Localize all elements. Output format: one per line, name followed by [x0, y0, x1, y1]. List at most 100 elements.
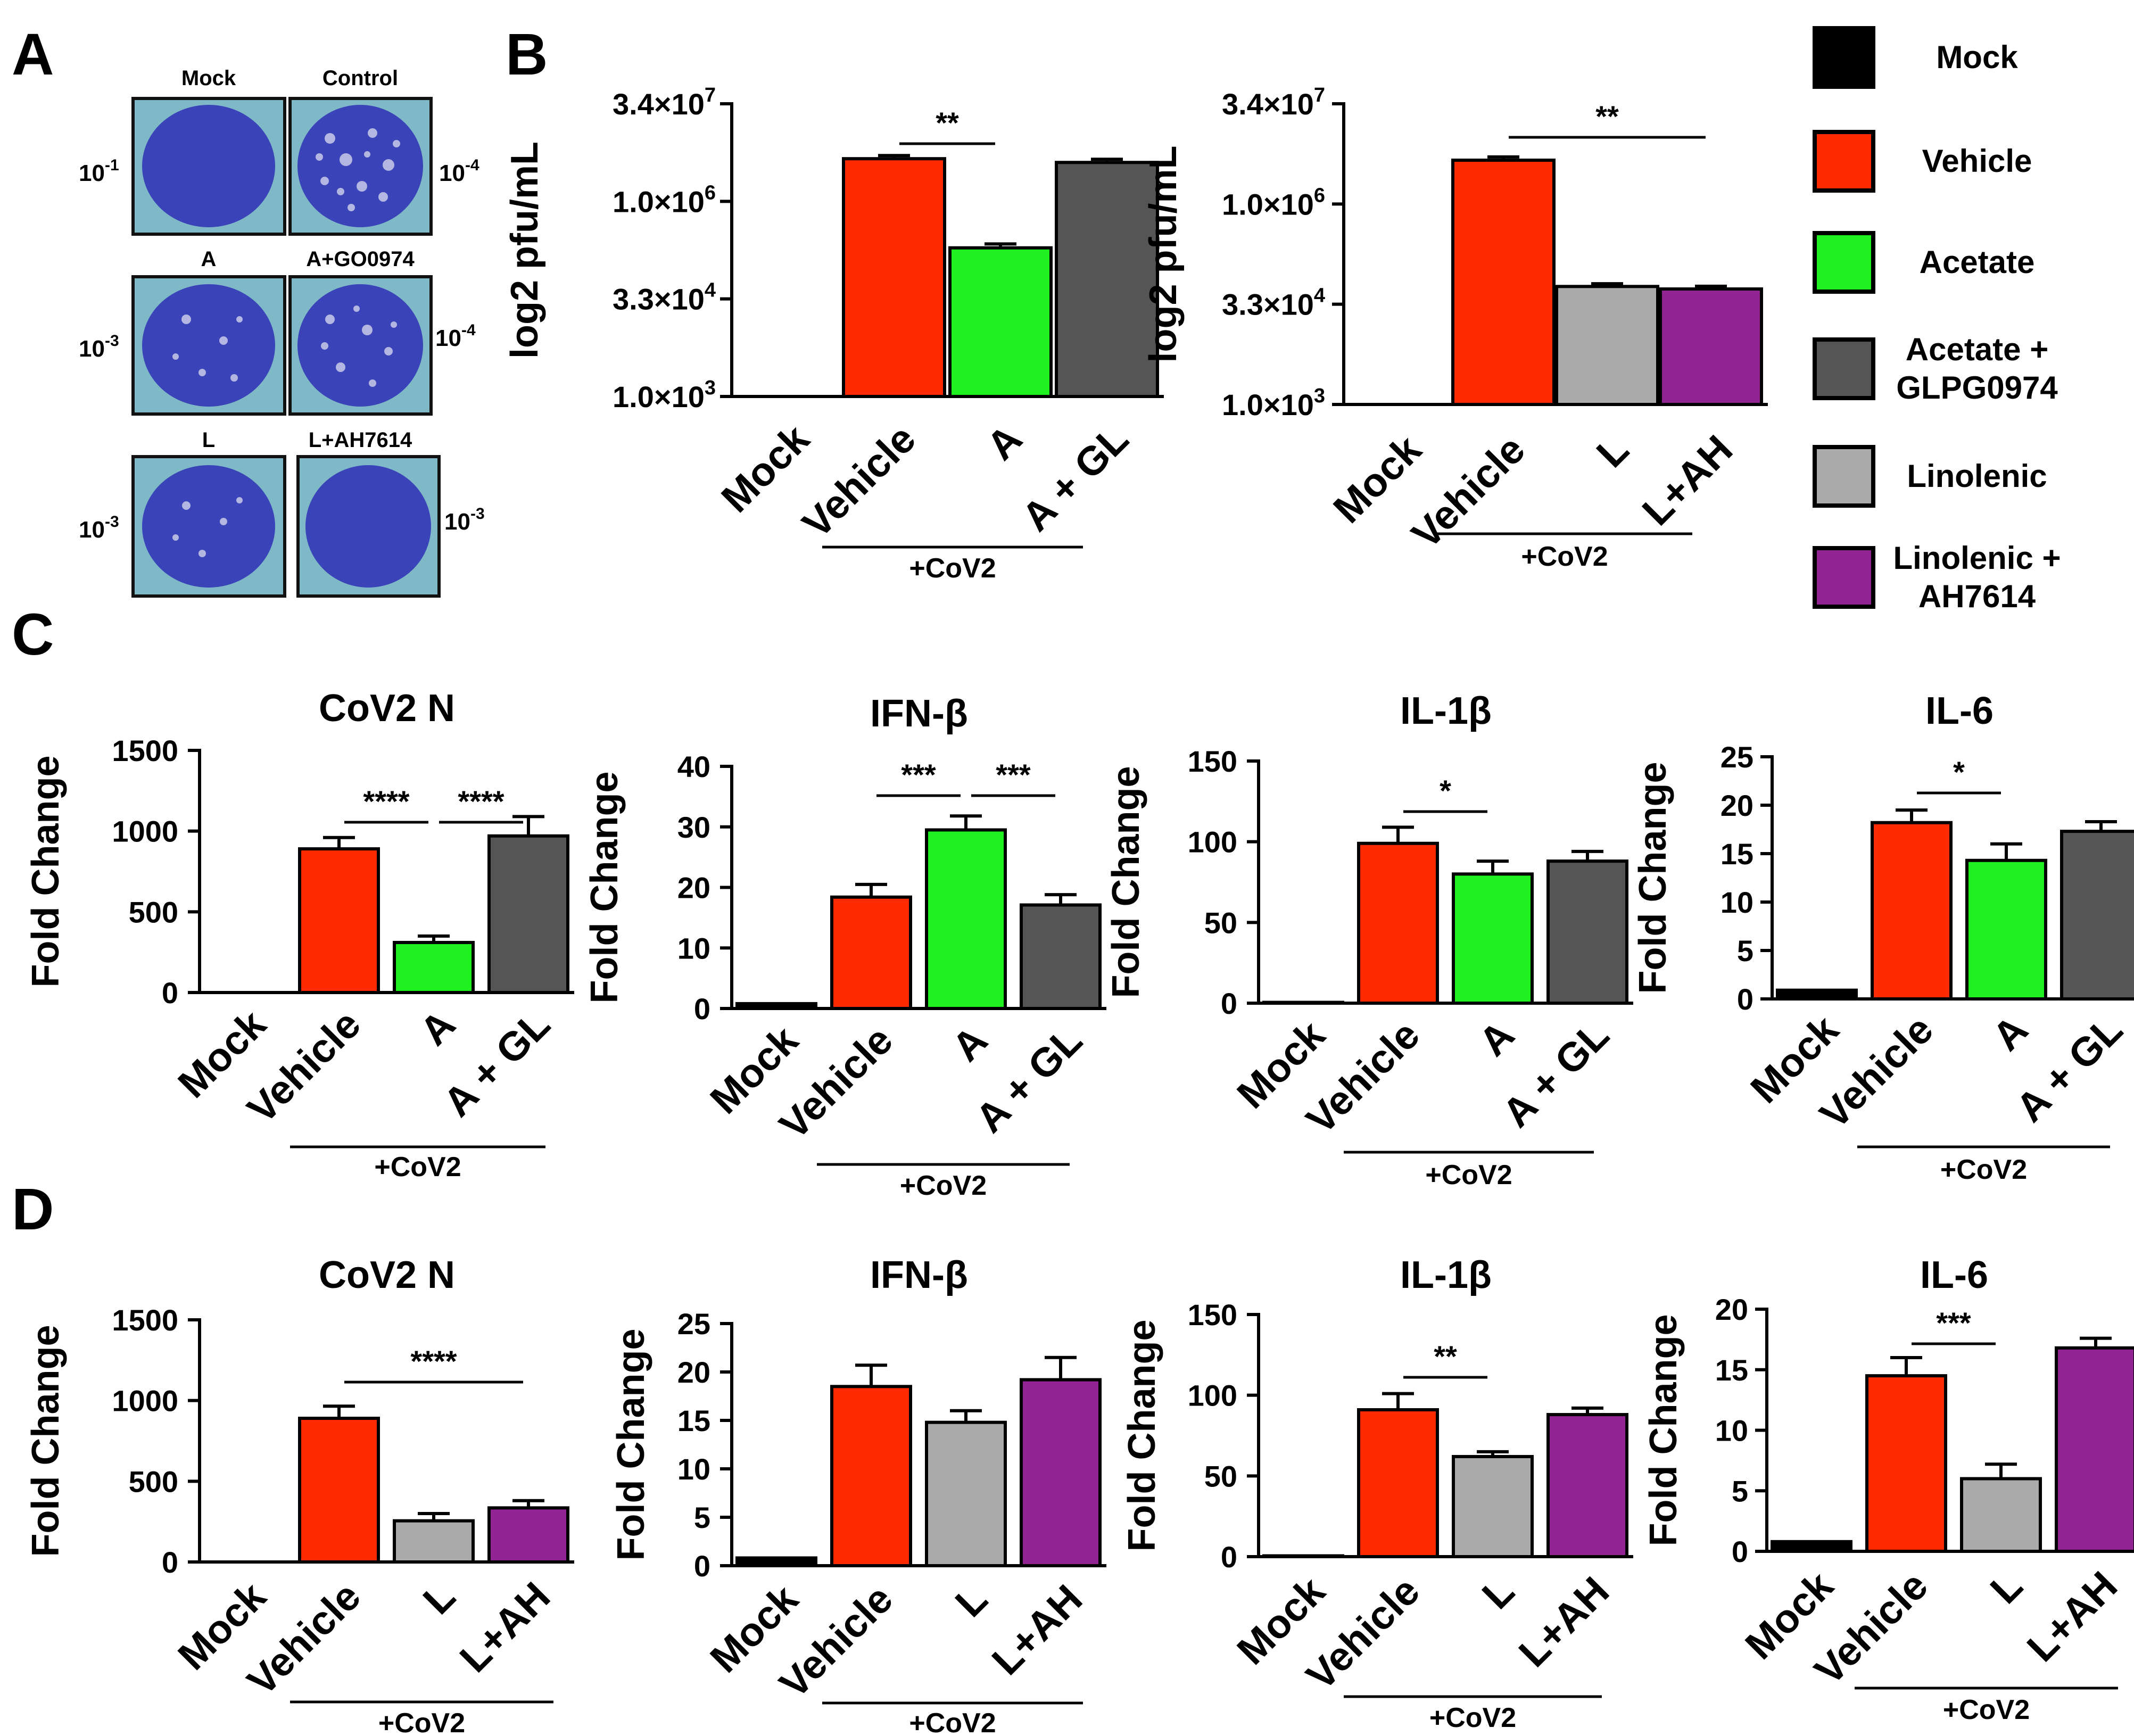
x-tick-label-a: A [944, 1018, 996, 1070]
dilution-l: 10-3 [79, 513, 119, 543]
y-axis-label: Fold Change [610, 1329, 652, 1561]
plate-title-control: Control [322, 67, 398, 90]
y-tick-label: 0 [1221, 987, 1237, 1020]
legend-swatch-acetate [1813, 231, 1875, 294]
plate-title-l: L [202, 428, 215, 452]
y-tick-label: 0 [1737, 982, 1753, 1016]
y-tick-label: 3.4×107 [1222, 84, 1325, 121]
legend-swatch-acetate-glpg0974 [1813, 337, 1875, 400]
y-tick-label: 20 [677, 1355, 710, 1389]
group-label: +CoV2 [1429, 1702, 1516, 1733]
x-tick-label-l: L [1474, 1568, 1523, 1618]
x-tick-label-l-ah: L+AH [983, 1576, 1091, 1684]
x-tick-label-a: A [1984, 1007, 2037, 1060]
y-tick-base: 1.0×10 [1222, 187, 1314, 221]
significance-label: **** [410, 1344, 457, 1378]
panel-label-d: D [12, 1177, 54, 1242]
y-tick-label: 5 [1737, 934, 1753, 968]
legend-label-line: Vehicle [1922, 143, 2032, 179]
bar-a [1965, 858, 2047, 1001]
y-tick-exp: 6 [1314, 184, 1325, 206]
x-tick-label-a: A [1470, 1012, 1523, 1065]
plate-title-l-ah7614: L+AH7614 [309, 428, 412, 452]
x-tick-label-vehicle: Vehicle [794, 416, 924, 547]
y-tick-label: 3.4×107 [613, 84, 716, 121]
y-tick-label: 3.3×104 [613, 279, 716, 316]
bar-vehicle [298, 1417, 380, 1564]
y-tick-label: 50 [1204, 1459, 1237, 1493]
dilution-l-ah7614: 10-3 [444, 505, 485, 535]
y-tick-label: 25 [677, 1307, 710, 1341]
y-tick-label: 20 [1721, 789, 1753, 822]
x-tick-label-l: L [1982, 1563, 2031, 1613]
y-tick-label: 0 [694, 992, 710, 1026]
legend-label-line: GLPG0974 [1896, 370, 2058, 406]
significance-label: *** [1936, 1306, 1971, 1340]
bar-vehicle [842, 157, 946, 398]
plaque-plate-a-go0974 [288, 275, 433, 416]
y-tick-exp: 7 [1314, 84, 1325, 106]
bar-l [1960, 1477, 2042, 1553]
bar-l [1555, 285, 1659, 406]
legend-swatch-mock [1813, 26, 1875, 89]
chart-b-linolenic-titer: log2 pfu/mL1.0×1033.3×1041.0×1063.4×107M… [1142, 84, 1768, 572]
bar-vehicle [1865, 1374, 1947, 1553]
y-tick-label: 1500 [112, 734, 178, 767]
bar-l [925, 1420, 1007, 1567]
bar-mock [1262, 1554, 1344, 1559]
x-tick-label-a-gl: A + GL [1494, 1012, 1618, 1136]
x-tick-label-l: L [947, 1576, 996, 1626]
group-label: +CoV2 [1521, 541, 1608, 572]
chart-title: CoV2 N [319, 687, 455, 730]
significance-label: **** [363, 784, 409, 818]
y-tick-label: 0 [162, 1545, 178, 1579]
y-tick-exp: 6 [705, 181, 716, 204]
dilution-a: 10-3 [79, 332, 119, 362]
y-tick-base: 3.4×10 [1222, 87, 1314, 121]
x-tick-label-l-ah: L+AH [451, 1574, 559, 1681]
bar-vehicle [1357, 1408, 1439, 1558]
group-label: +CoV2 [1425, 1160, 1512, 1191]
y-tick-label: 0 [694, 1549, 710, 1583]
chart-title: IFN-β [870, 1254, 968, 1296]
bar-a-gl [1020, 903, 1102, 1011]
y-axis-label: Fold Change [24, 1325, 67, 1557]
y-tick-label: 150 [1188, 745, 1237, 778]
bar-vehicle [1451, 159, 1556, 406]
chart-title: IL-1β [1400, 1254, 1492, 1296]
significance-label: ** [1434, 1340, 1457, 1373]
legend-label-linolenic: Linolenic [1907, 458, 2047, 494]
x-tick-label-a-gl: A + GL [967, 1018, 1091, 1142]
y-tick-label: 1000 [112, 1384, 178, 1418]
y-tick-exp: 4 [1314, 285, 1325, 307]
legend-swatch-linolenic [1813, 445, 1875, 508]
chart-title: IL-6 [1920, 1254, 1988, 1296]
y-tick-label: 100 [1188, 1379, 1237, 1412]
panel-label-b: B [506, 22, 548, 87]
dilution-control: 10-4 [439, 156, 479, 186]
y-tick-exp: 4 [705, 279, 716, 302]
x-tick-label-l-ah: L+AH [1634, 427, 1741, 534]
bar-l [1452, 1454, 1534, 1559]
x-tick-label-a: A [411, 1002, 464, 1054]
x-tick-label-vehicle: Vehicle [1403, 427, 1534, 557]
bar-a [1452, 872, 1534, 1005]
plate-title-mock: Mock [181, 67, 236, 90]
y-tick-label: 50 [1204, 906, 1237, 939]
y-tick-label: 1.0×106 [1222, 184, 1325, 221]
x-tick-label-a-gl: A + GL [1013, 416, 1137, 540]
bar-vehicle [298, 847, 380, 994]
x-tick-label-a: A [978, 416, 1031, 469]
x-tick-label-l: L [415, 1574, 464, 1623]
bar-l [393, 1519, 475, 1564]
significance-label: *** [901, 758, 936, 791]
plate-title-a-go0974: A+GO0974 [306, 247, 415, 271]
y-tick-label: 1.0×103 [1222, 385, 1325, 421]
y-tick-label: 1500 [112, 1303, 178, 1337]
